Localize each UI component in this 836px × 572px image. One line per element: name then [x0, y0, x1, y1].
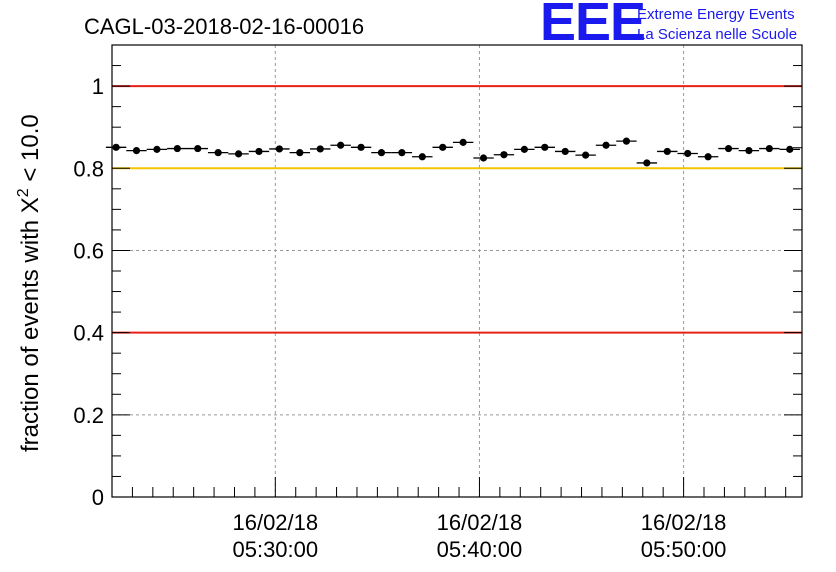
data-point	[269, 145, 290, 153]
data-point	[207, 149, 229, 157]
axis-ticks	[112, 44, 802, 498]
point-marker	[316, 145, 324, 153]
x-tick-label-date: 16/02/18	[641, 510, 727, 535]
point-marker	[459, 138, 467, 146]
point-marker	[663, 147, 671, 156]
point-marker	[173, 144, 181, 153]
data-point	[657, 147, 678, 156]
data-point	[412, 153, 433, 161]
data-point	[330, 141, 351, 149]
data-point	[575, 151, 596, 159]
point-marker	[296, 149, 304, 157]
point-marker	[541, 143, 549, 151]
point-marker	[132, 147, 141, 155]
y-axis-title-rest: < 10.0	[17, 114, 44, 188]
data-point	[105, 143, 127, 151]
data-point	[350, 143, 372, 151]
point-marker	[214, 149, 222, 157]
logo-line-2: La Scienza nelle Scuole	[637, 26, 797, 43]
x-tick-label-date: 16/02/18	[232, 510, 318, 535]
data-point	[697, 153, 719, 161]
x-tick-labels: 16/02/1805:30:0016/02/1805:40:0016/02/18…	[232, 510, 726, 562]
data-point	[595, 141, 617, 149]
data-point	[554, 147, 576, 156]
data-series	[105, 137, 800, 167]
point-marker	[398, 149, 406, 157]
data-point	[738, 147, 760, 155]
logo-line-1: Extreme Energy Events	[637, 6, 795, 23]
data-point	[310, 145, 331, 153]
data-point	[493, 151, 515, 159]
data-point	[371, 149, 392, 157]
point-marker	[377, 149, 386, 157]
y-axis-title-sup: 2	[15, 188, 32, 197]
point-marker	[602, 141, 610, 149]
y-tick-label: 0.4	[73, 321, 104, 346]
data-point	[146, 145, 168, 153]
point-marker	[153, 145, 161, 153]
chart-title: CAGL-03-2018-02-16-00016	[84, 14, 364, 39]
data-point	[228, 150, 249, 158]
y-tick-label: 1	[92, 74, 104, 99]
point-marker	[234, 150, 243, 158]
data-point	[718, 144, 739, 153]
point-marker	[439, 143, 447, 151]
data-point	[432, 143, 453, 151]
point-marker	[275, 145, 283, 153]
point-marker	[745, 147, 753, 155]
point-marker	[582, 151, 590, 159]
point-marker	[194, 144, 202, 153]
data-point	[759, 144, 780, 153]
data-point	[289, 149, 311, 157]
point-marker	[643, 159, 651, 167]
eee-logo: EEE Extreme Energy Events La Scienza nel…	[540, 0, 797, 52]
data-point	[636, 159, 658, 167]
point-marker	[112, 143, 120, 151]
data-point	[187, 144, 208, 153]
y-tick-labels: 0 0.2 0.4 0.6 0.8 1	[73, 74, 104, 510]
x-tick-label-time: 05:50:00	[641, 537, 727, 562]
point-marker	[724, 144, 733, 153]
y-axis-title-main: fraction of events with X	[17, 197, 44, 452]
point-marker	[337, 141, 345, 149]
point-marker	[786, 145, 794, 153]
point-marker	[357, 143, 365, 151]
data-point	[391, 149, 413, 157]
data-point	[534, 143, 555, 151]
point-marker	[704, 153, 712, 161]
data-point	[514, 145, 535, 153]
data-point	[677, 149, 698, 158]
y-tick-label: 0	[92, 485, 104, 510]
data-point	[126, 147, 147, 155]
point-marker	[255, 147, 263, 156]
logo-mark: EEE	[540, 0, 645, 52]
reference-lines	[112, 85, 802, 334]
y-tick-label: 0.2	[73, 403, 104, 428]
y-tick-label: 0.6	[73, 238, 104, 263]
point-marker	[622, 137, 631, 145]
x-tick-label-time: 05:40:00	[437, 537, 523, 562]
data-point	[473, 154, 494, 162]
point-marker	[418, 153, 426, 161]
point-marker	[479, 154, 488, 162]
y-axis-title: fraction of events with X2 < 10.0	[15, 114, 44, 452]
x-tick-label-time: 05:30:00	[232, 537, 318, 562]
data-point	[167, 144, 188, 153]
point-marker	[561, 147, 569, 156]
y-tick-label: 0.8	[73, 156, 104, 181]
data-point	[452, 138, 474, 146]
point-marker	[500, 151, 508, 159]
point-marker	[684, 149, 692, 158]
x-tick-label-date: 16/02/18	[437, 510, 523, 535]
point-marker	[765, 144, 773, 153]
data-point	[248, 147, 270, 156]
data-point	[779, 145, 800, 153]
data-point	[616, 137, 637, 145]
point-marker	[520, 145, 528, 153]
